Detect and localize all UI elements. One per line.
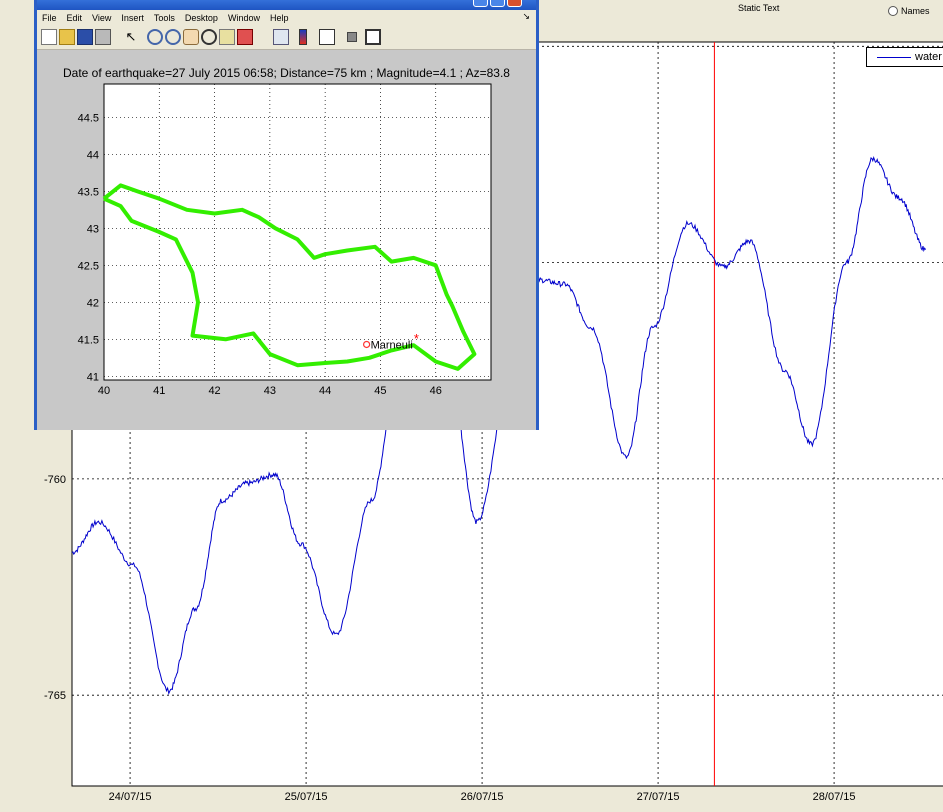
map-y-tick-label: 42	[87, 297, 99, 309]
menu-desktop[interactable]: Desktop	[184, 12, 218, 23]
map-y-tick-label: 44	[87, 149, 99, 161]
x-tick-label: 28/07/15	[813, 791, 856, 803]
edit-plot-arrow-icon[interactable]: ↖	[125, 29, 137, 44]
x-tick-label: 27/07/15	[637, 791, 680, 803]
station-marker	[363, 340, 371, 349]
map-y-tick-label: 42.5	[78, 260, 99, 272]
menu-tools[interactable]: Tools	[153, 12, 175, 23]
rotate-3d-icon[interactable]	[201, 29, 217, 45]
dock-arrow-icon[interactable]: ↘	[522, 11, 530, 21]
map-y-tick-label: 44.5	[78, 112, 99, 124]
map-x-tick-label: 46	[430, 385, 442, 397]
chart-legend: water	[866, 47, 943, 67]
zoom-out-icon[interactable]	[165, 29, 181, 45]
pan-hand-icon[interactable]	[183, 29, 199, 45]
figure-toolbar: ↖	[37, 25, 536, 50]
map-chart: 40 41 42 43 44 45 46 41 41.5 42 42.5 43 43.5 44 44.5 M…	[78, 83, 492, 397]
save-icon[interactable]	[77, 29, 93, 45]
data-cursor-icon[interactable]	[219, 29, 235, 45]
hide-plot-tools-icon[interactable]	[347, 32, 357, 42]
map-x-tick-label: 45	[374, 385, 386, 397]
figure-title: Date of earthquake=27 July 2015 06:58; D…	[63, 66, 510, 80]
map-y-tick-label: 41	[87, 371, 99, 383]
x-tick-label: 26/07/15	[461, 791, 504, 803]
x-tick-label: 25/07/15	[285, 791, 328, 803]
menu-insert[interactable]: Insert	[121, 12, 144, 23]
window-titlebar[interactable]	[37, 0, 536, 10]
map-x-tick-label: 42	[208, 385, 220, 397]
figure-canvas: Date of earthquake=27 July 2015 06:58; D…	[37, 50, 536, 430]
map-x-tick-label: 44	[319, 385, 331, 397]
names-radio-label: Names	[901, 6, 930, 16]
map-plot-area	[103, 83, 492, 381]
new-figure-icon[interactable]	[41, 29, 57, 45]
maximize-button[interactable]	[490, 0, 505, 7]
link-plot-icon[interactable]	[273, 29, 289, 45]
static-text-label: Static Text	[738, 3, 780, 13]
map-y-tick-label: 43	[87, 223, 99, 235]
names-radio[interactable]: Names	[888, 6, 930, 16]
minimize-button[interactable]	[473, 0, 488, 7]
legend-line-swatch	[877, 57, 911, 58]
close-button[interactable]	[507, 0, 522, 7]
colorbar-icon[interactable]	[299, 29, 307, 45]
border-outline-line	[102, 183, 477, 371]
epicenter-star-icon: *	[414, 331, 419, 346]
print-icon[interactable]	[95, 29, 111, 45]
map-x-tick-label: 43	[264, 385, 276, 397]
map-y-tick-label: 43.5	[78, 186, 99, 198]
y-tick-label: -765	[44, 690, 66, 702]
menu-edit[interactable]: Edit	[66, 12, 83, 23]
figure-window[interactable]: File Edit View Insert Tools Desktop Wind…	[34, 0, 539, 430]
legend-icon[interactable]	[319, 29, 335, 45]
open-file-icon[interactable]	[59, 29, 75, 45]
y-tick-label: -760	[44, 474, 66, 486]
map-x-tick-label: 41	[153, 385, 165, 397]
show-plot-tools-icon[interactable]	[365, 29, 381, 45]
menu-file[interactable]: File	[42, 12, 57, 23]
series-water-line	[71, 156, 927, 696]
menu-window[interactable]: Window	[227, 12, 260, 23]
zoom-in-icon[interactable]	[147, 29, 163, 45]
radio-circle-icon[interactable]	[888, 6, 898, 16]
station-label: Marneuli	[371, 339, 413, 351]
menu-help[interactable]: Help	[269, 12, 289, 23]
legend-entry-water: water	[915, 51, 942, 63]
map-x-tick-label: 40	[98, 385, 110, 397]
map-y-tick-label: 41.5	[78, 334, 99, 346]
x-tick-label: 24/07/15	[109, 791, 152, 803]
brush-icon[interactable]	[237, 29, 253, 45]
menu-view[interactable]: View	[92, 12, 112, 23]
menu-bar: File Edit View Insert Tools Desktop Wind…	[37, 10, 536, 25]
